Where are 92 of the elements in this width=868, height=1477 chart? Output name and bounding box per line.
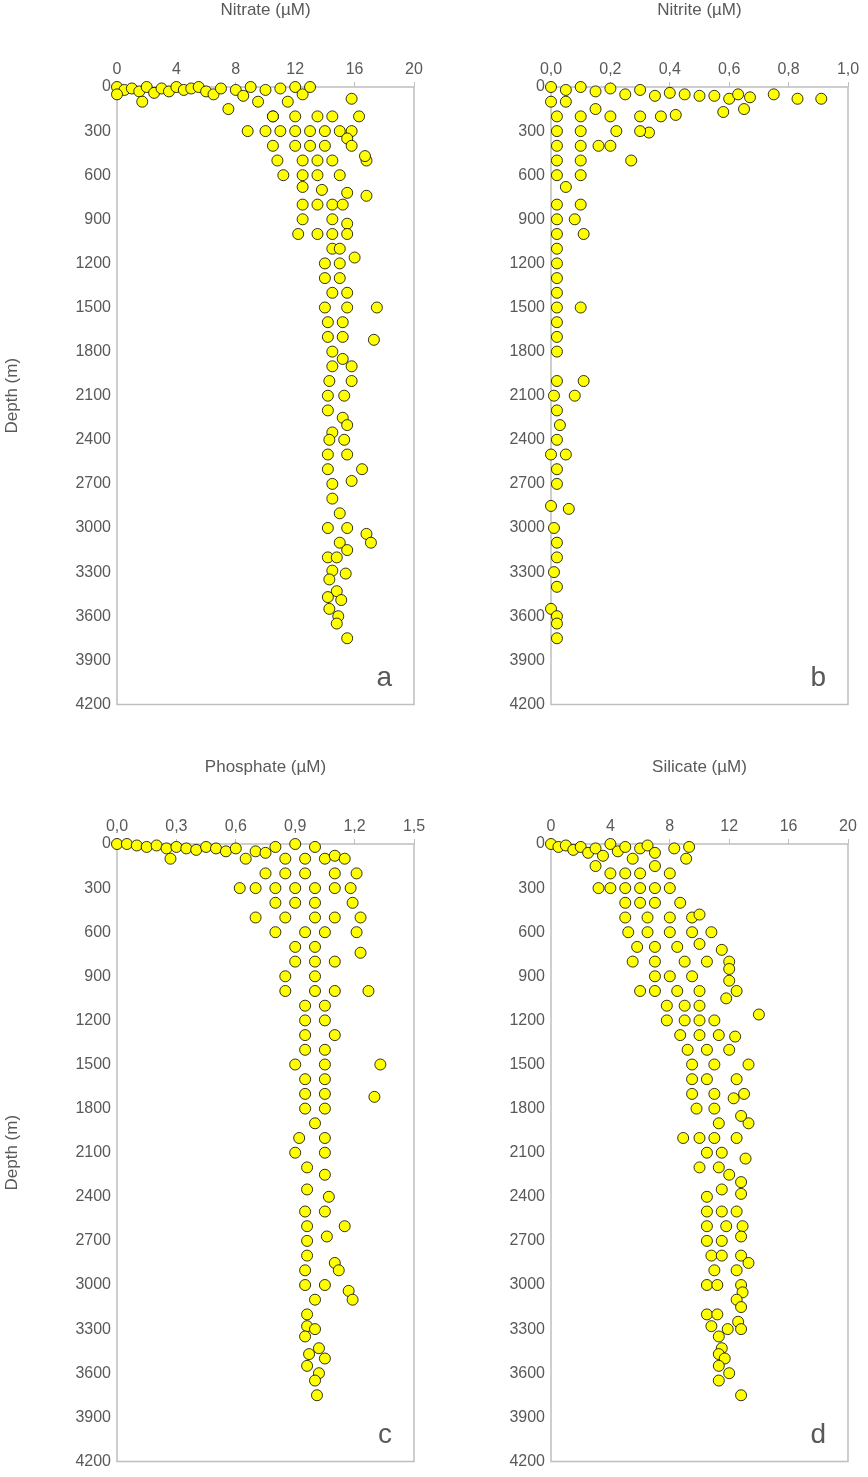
x-tick-label: 1,0 (836, 59, 860, 77)
y-tick-label: 0 (536, 834, 546, 852)
x-tick-label: 0,2 (599, 59, 622, 77)
y-tick-label: 3900 (509, 1407, 546, 1425)
y-tick-label: 900 (84, 209, 112, 227)
y-tick-label: 2400 (75, 1187, 112, 1205)
x-tick-label: 1,2 (343, 816, 366, 834)
y-tick-label: 1800 (509, 1099, 546, 1117)
x-tick-label: 8 (665, 816, 675, 834)
y-tick-label: 2700 (75, 1231, 112, 1249)
y-tick-label: 3600 (509, 1363, 546, 1381)
y-tick-label: 4200 (509, 1451, 546, 1469)
y-tick-label: 4200 (75, 1451, 112, 1469)
annotation: a (376, 661, 393, 693)
x-tick-label: 0,8 (777, 59, 800, 77)
y-tick-label: 300 (518, 121, 546, 139)
x-axis-title: Nitrate (µM) (220, 0, 311, 19)
y-tick-label: 3300 (75, 562, 112, 580)
y-tick-label: 3600 (509, 606, 546, 624)
y-tick-label: 4200 (75, 694, 112, 712)
y-tick-label: 3000 (75, 1275, 112, 1293)
y-tick-label: 1200 (75, 1010, 112, 1028)
y-tick-label: 900 (518, 966, 546, 984)
x-tick-label: 16 (779, 816, 798, 834)
x-tick-label: 12 (720, 816, 739, 834)
y-tick-label: 1500 (509, 1054, 546, 1072)
y-tick-label: 0 (536, 77, 546, 95)
y-tick-label: 3300 (509, 1319, 546, 1337)
annotation: c (378, 1418, 392, 1450)
x-tick-label: 0,0 (539, 59, 563, 77)
annotation: b (810, 661, 826, 693)
x-tick-label: 0,0 (105, 816, 129, 834)
y-tick-label: 3300 (75, 1319, 112, 1337)
y-tick-label: 3000 (509, 518, 546, 536)
x-tick-label: 12 (286, 59, 305, 77)
y-tick-label: 1200 (509, 253, 546, 271)
y-tick-label: 1800 (75, 1099, 112, 1117)
x-axis-title: Phosphate (µM) (204, 756, 327, 776)
x-tick-label: 20 (839, 816, 857, 834)
annotation: d (810, 1418, 826, 1450)
y-tick-label: 0 (102, 77, 112, 95)
y-tick-label: 2100 (509, 386, 546, 404)
y-tick-label: 3000 (509, 1275, 546, 1293)
y-tick-label: 2400 (509, 430, 546, 448)
y-tick-label: 1200 (75, 253, 112, 271)
y-tick-label: 1500 (75, 1054, 112, 1072)
y-tick-label: 2400 (75, 430, 112, 448)
x-tick-label: 0,3 (165, 816, 188, 834)
y-tick-label: 3000 (75, 518, 112, 536)
y-tick-label: 1800 (509, 342, 546, 360)
x-tick-label: 20 (405, 59, 423, 77)
x-tick-label: 0,9 (284, 816, 307, 834)
x-tick-label: 4 (171, 59, 181, 77)
y-tick-label: 600 (84, 165, 112, 183)
y-tick-label: 3600 (75, 1363, 112, 1381)
y-tick-label: 900 (84, 966, 112, 984)
y-tick-label: 2100 (75, 386, 112, 404)
y-tick-label: 600 (518, 922, 546, 940)
y-tick-label: 600 (518, 165, 546, 183)
y-tick-label: 0 (102, 834, 112, 852)
y-tick-label: 3900 (509, 650, 546, 668)
y-tick-label: 2100 (75, 1143, 112, 1161)
x-axis-title: Nitrite (µM) (657, 0, 742, 19)
y-tick-label: 2400 (509, 1187, 546, 1205)
y-tick-label: 300 (84, 878, 112, 896)
y-tick-label: 300 (518, 878, 546, 896)
y-tick-label: 2100 (509, 1143, 546, 1161)
x-tick-label: 0,4 (658, 59, 682, 77)
y-tick-label: 900 (518, 209, 546, 227)
y-tick-label: 3900 (75, 1407, 112, 1425)
x-tick-label: 1,5 (402, 816, 426, 834)
x-tick-label: 16 (345, 59, 364, 77)
y-tick-label: 3900 (75, 650, 112, 668)
y-tick-label: 1500 (75, 297, 112, 315)
y-tick-label: 2700 (75, 474, 112, 492)
x-tick-label: 4 (605, 816, 615, 834)
y-tick-label: 2700 (509, 474, 546, 492)
y-tick-label: 4200 (509, 694, 546, 712)
x-tick-label: 0,6 (718, 59, 741, 77)
y-tick-label: 3600 (75, 606, 112, 624)
y-axis-title: Depth (m) (1, 1114, 21, 1191)
y-tick-label: 2700 (509, 1231, 546, 1249)
y-tick-label: 1800 (75, 342, 112, 360)
y-tick-label: 600 (84, 922, 112, 940)
y-tick-label: 3300 (509, 562, 546, 580)
x-tick-label: 8 (231, 59, 241, 77)
y-tick-label: 1200 (509, 1010, 546, 1028)
y-axis-title: Depth (m) (1, 357, 21, 434)
y-tick-label: 300 (84, 121, 112, 139)
y-tick-label: 1500 (509, 297, 546, 315)
x-axis-title: Silicate (µM) (652, 756, 747, 776)
x-tick-label: 0,6 (224, 816, 248, 834)
